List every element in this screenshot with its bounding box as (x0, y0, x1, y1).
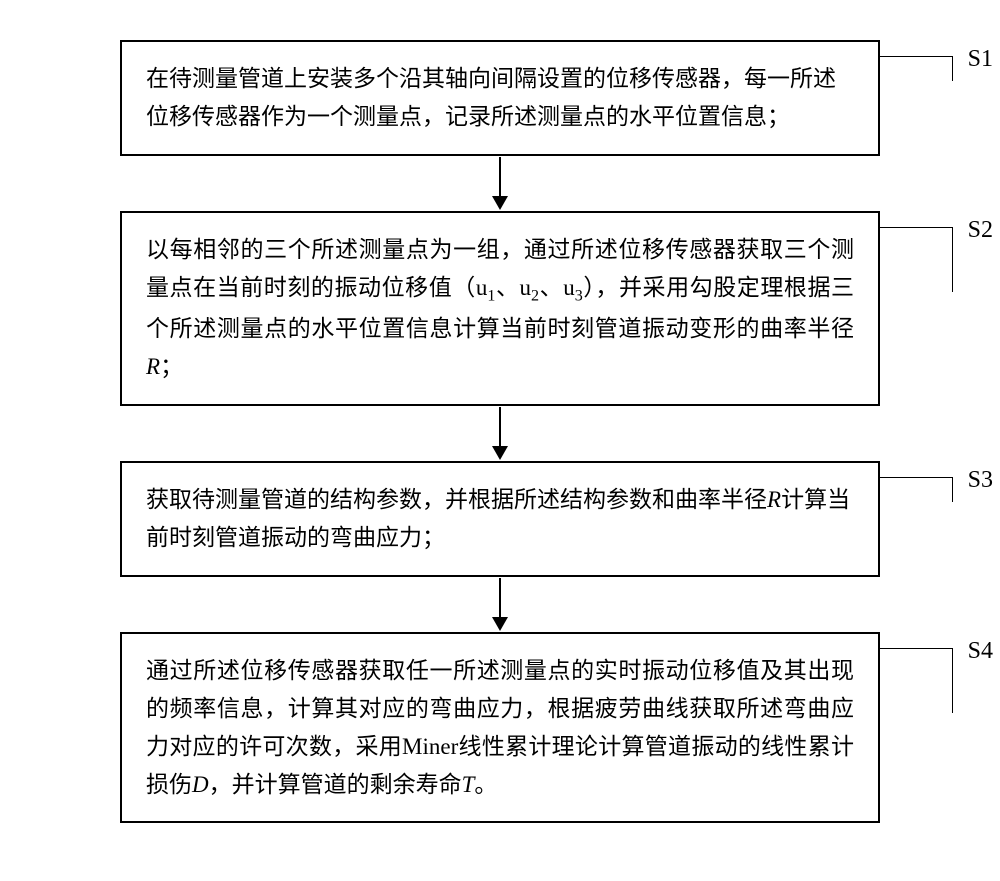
step-label-s2: S2 (968, 211, 993, 251)
label-line-s3 (880, 477, 953, 502)
step-box-s1: 在待测量管道上安装多个沿其轴向间隔设置的位移传感器，每一所述位移传感器作为一个测… (120, 40, 880, 156)
label-line-s2 (880, 227, 953, 292)
label-line-s1 (880, 56, 953, 81)
arrow-line (499, 157, 501, 197)
step-box-s4: 通过所述位移传感器获取任一所述测量点的实时振动位移值及其出现的频率信息，计算其对… (120, 632, 880, 824)
label-line-s4 (880, 648, 953, 713)
step-box-s2: 以每相邻的三个所述测量点为一组，通过所述位移传感器获取三个测量点在当前时刻的振动… (120, 211, 880, 406)
arrow-head (492, 446, 508, 460)
arrow-line (499, 578, 501, 618)
step-label-s4: S4 (968, 632, 993, 672)
arrow-s1-s2 (492, 156, 508, 211)
step-text-s4: 通过所述位移传感器获取任一所述测量点的实时振动位移值及其出现的频率信息，计算其对… (146, 658, 854, 797)
step-text-s1: 在待测量管道上安装多个沿其轴向间隔设置的位移传感器，每一所述位移传感器作为一个测… (146, 66, 836, 129)
arrow-head (492, 196, 508, 210)
arrow-s2-s3 (492, 406, 508, 461)
arrow-s3-s4 (492, 577, 508, 632)
flowchart-container: 在待测量管道上安装多个沿其轴向间隔设置的位移传感器，每一所述位移传感器作为一个测… (60, 40, 940, 823)
step-text-s3: 获取待测量管道的结构参数，并根据所述结构参数和曲率半径R计算当前时刻管道振动的弯… (146, 487, 850, 550)
step-text-s2: 以每相邻的三个所述测量点为一组，通过所述位移传感器获取三个测量点在当前时刻的振动… (146, 237, 854, 379)
step-label-s3: S3 (968, 461, 993, 501)
step-label-s1: S1 (968, 40, 993, 80)
arrow-line (499, 407, 501, 447)
step-box-s3: 获取待测量管道的结构参数，并根据所述结构参数和曲率半径R计算当前时刻管道振动的弯… (120, 461, 880, 577)
arrow-head (492, 617, 508, 631)
